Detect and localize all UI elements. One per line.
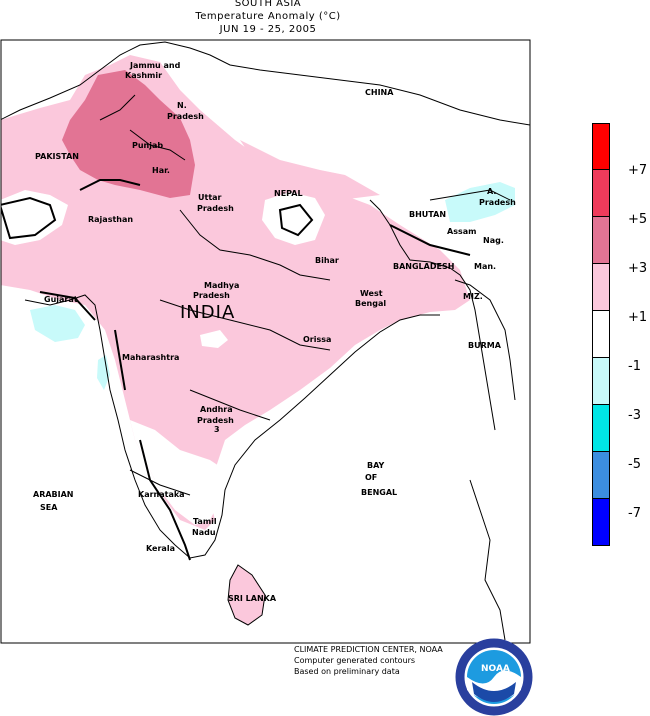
- label-bengal: Bengal: [355, 299, 386, 308]
- label-uttar-pradesh: Pradesh: [197, 204, 234, 213]
- credit-line-2: Computer generated contours: [294, 656, 416, 665]
- label-punjab: Punjab: [132, 141, 163, 150]
- label-uttar: Uttar: [198, 193, 222, 202]
- label-andhra: Andhra: [200, 405, 233, 414]
- label-nepal: NEPAL: [274, 189, 303, 198]
- label-maharashtra: Maharashtra: [122, 353, 179, 362]
- label-nagaland: Nag.: [483, 236, 504, 245]
- legend-label: -5: [628, 457, 641, 472]
- legend-label: +7: [628, 163, 648, 178]
- anomaly-region-cool-assam: [445, 182, 515, 222]
- label-bhutan: BHUTAN: [409, 210, 446, 219]
- anomaly-region-srilanka: [227, 564, 266, 626]
- legend-label: +3: [628, 261, 648, 276]
- label-jammu: Jammu and: [129, 61, 181, 70]
- label-china: CHINA: [365, 88, 394, 97]
- anomaly-region-cool-gujarat: [30, 305, 85, 342]
- label-bay-bengal: BENGAL: [361, 488, 397, 497]
- credit-line-3: Based on preliminary data: [294, 667, 400, 676]
- label-orissa: Orissa: [303, 335, 331, 344]
- label-rajasthan: Rajasthan: [88, 215, 133, 224]
- legend-swatch: [592, 311, 610, 358]
- color-legend: [592, 123, 610, 546]
- label-tamil: Tamil: [193, 517, 217, 526]
- label-of: OF: [365, 473, 377, 482]
- map-frame: [0, 39, 531, 644]
- map-variable-title: Temperature Anomaly (°C): [195, 11, 341, 22]
- anomaly-region-cool-coast: [97, 355, 110, 390]
- legend-swatch: [592, 264, 610, 311]
- legend-swatch: [592, 452, 610, 499]
- legend-label: +1: [628, 310, 648, 325]
- anomaly-region-hot: [62, 70, 195, 198]
- credit-line-1: CLIMATE PREDICTION CENTER, NOAA: [294, 645, 443, 654]
- label-karnataka: Karnataka: [138, 490, 185, 499]
- label-contour-3: 3: [214, 425, 220, 434]
- legend-label: -1: [628, 359, 641, 374]
- noaa-logo-text: NOAA: [481, 664, 510, 674]
- label-sea: SEA: [40, 503, 58, 512]
- map-region-title: SOUTH ASIA: [234, 0, 302, 9]
- noaa-logo: NOAA: [455, 638, 533, 716]
- label-himachal-pradesh: Pradesh: [167, 112, 204, 121]
- legend-label: -3: [628, 408, 641, 423]
- label-kerala: Kerala: [146, 544, 175, 553]
- legend-swatch: [592, 405, 610, 452]
- legend-swatch: [592, 123, 610, 170]
- map-period-title: JUN 19 - 25, 2005: [219, 24, 317, 35]
- label-burma: BURMA: [468, 341, 502, 350]
- label-arunachal-a: A.: [487, 187, 496, 196]
- label-west: West: [360, 289, 383, 298]
- label-bangladesh: BANGLADESH: [393, 262, 454, 271]
- anomaly-region-neutral-central: [200, 330, 228, 348]
- label-arabian: ARABIAN: [33, 490, 74, 499]
- label-bihar: Bihar: [315, 256, 339, 265]
- legend-label: +5: [628, 212, 648, 227]
- label-sri-lanka: SRI LANKA: [228, 594, 277, 603]
- label-mizoram: MIZ.: [463, 292, 483, 301]
- label-madhya-pradesh: Pradesh: [193, 291, 230, 300]
- legend-swatch: [592, 358, 610, 405]
- label-manipur: Man.: [474, 262, 496, 271]
- anomaly-region-nepal: [240, 140, 380, 200]
- label-haryana: Har.: [152, 166, 170, 175]
- anomaly-region-neutral-south: [130, 420, 225, 525]
- legend-swatch: [592, 170, 610, 217]
- label-kashmir: Kashmir: [125, 71, 162, 80]
- legend-label: -7: [628, 506, 641, 521]
- label-india: INDIA: [180, 302, 235, 323]
- label-pakistan: PAKISTAN: [35, 152, 79, 161]
- anomaly-region-neutral-nepal: [262, 192, 325, 245]
- label-himachal-n: N.: [177, 101, 187, 110]
- label-arunachal-pradesh: Pradesh: [479, 198, 516, 207]
- label-gujarat: Gujarat: [44, 295, 78, 304]
- label-bay: BAY: [367, 461, 385, 470]
- anomaly-region-neutral-west: [1, 190, 68, 245]
- label-madhya: Madhya: [204, 281, 239, 290]
- coastlines: [1, 41, 530, 641]
- legend-swatch: [592, 499, 610, 546]
- label-andhra-pradesh: Pradesh: [197, 416, 234, 425]
- label-assam: Assam: [447, 227, 476, 236]
- legend-swatch: [592, 217, 610, 264]
- label-nadu: Nadu: [192, 528, 216, 537]
- map-labels: Jammu and Kashmir CHINA N. Pradesh PAKIS…: [33, 61, 516, 603]
